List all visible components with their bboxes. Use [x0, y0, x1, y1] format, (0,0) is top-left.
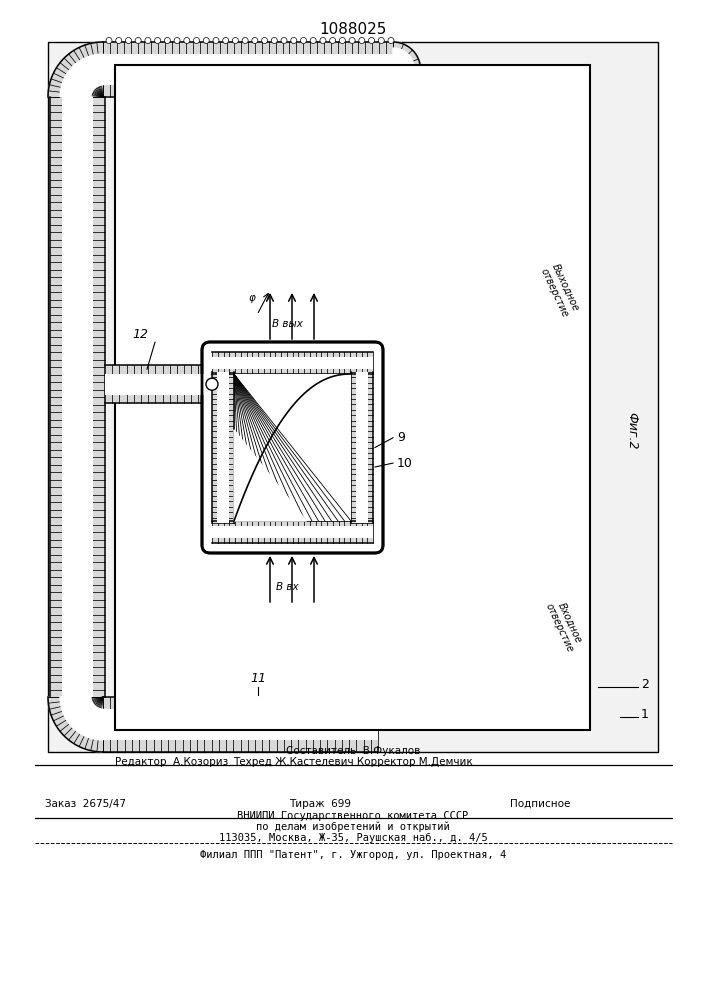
Text: 2: 2 — [641, 678, 649, 690]
Bar — [103, 697, 378, 752]
Circle shape — [252, 37, 258, 43]
Text: Составитель  В.Фукалов: Составитель В.Фукалов — [286, 746, 420, 756]
Circle shape — [206, 378, 218, 390]
Polygon shape — [393, 48, 414, 91]
Circle shape — [339, 37, 346, 43]
Circle shape — [329, 37, 336, 43]
Text: Входное
отверстие: Входное отверстие — [544, 596, 586, 654]
Circle shape — [281, 37, 287, 43]
Bar — [50, 97, 105, 697]
Text: 11: 11 — [250, 672, 266, 686]
Bar — [48, 42, 658, 752]
Circle shape — [184, 37, 189, 43]
Circle shape — [203, 37, 209, 43]
Bar — [212, 372, 234, 523]
FancyBboxPatch shape — [202, 342, 383, 553]
Bar — [115, 65, 590, 730]
Bar — [103, 709, 378, 740]
Circle shape — [310, 37, 316, 43]
Bar — [212, 521, 373, 543]
Circle shape — [135, 37, 141, 43]
Circle shape — [291, 37, 297, 43]
Bar — [234, 374, 351, 521]
Polygon shape — [48, 697, 103, 752]
Circle shape — [213, 37, 219, 43]
Circle shape — [125, 37, 132, 43]
Bar — [212, 352, 373, 374]
Circle shape — [359, 37, 365, 43]
Polygon shape — [48, 42, 103, 97]
Text: Тираж  699: Тираж 699 — [289, 799, 351, 809]
Polygon shape — [234, 430, 307, 521]
Circle shape — [388, 37, 394, 43]
Text: Филиал ППП "Патент", г. Ужгород, ул. Проектная, 4: Филиал ППП "Патент", г. Ужгород, ул. Про… — [200, 850, 506, 860]
Text: Техред Ж.Кастелевич Корректор М.Демчик: Техред Ж.Кастелевич Корректор М.Демчик — [233, 757, 473, 767]
Text: 1088025: 1088025 — [320, 22, 387, 37]
Circle shape — [320, 37, 326, 43]
Bar — [62, 97, 93, 697]
Circle shape — [300, 37, 306, 43]
Circle shape — [242, 37, 248, 43]
Polygon shape — [60, 697, 103, 740]
Bar — [351, 372, 373, 523]
Circle shape — [378, 37, 385, 43]
Text: 10: 10 — [397, 457, 413, 470]
Text: 9: 9 — [397, 431, 405, 444]
Circle shape — [155, 37, 160, 43]
Polygon shape — [393, 42, 421, 97]
Text: 1: 1 — [641, 708, 649, 720]
Bar — [105, 365, 220, 403]
Bar — [212, 526, 373, 538]
Circle shape — [349, 37, 355, 43]
Text: 12: 12 — [132, 328, 148, 341]
Text: В вых: В вых — [271, 319, 303, 329]
Text: Заказ  2675/47: Заказ 2675/47 — [45, 799, 126, 809]
Bar — [217, 372, 229, 523]
Text: Подписное: Подписное — [510, 799, 570, 809]
Polygon shape — [60, 54, 103, 97]
Bar — [103, 42, 393, 97]
Circle shape — [145, 37, 151, 43]
Text: Фиг.2: Фиг.2 — [626, 412, 638, 450]
Bar — [105, 374, 220, 395]
Circle shape — [106, 37, 112, 43]
Circle shape — [116, 37, 122, 43]
Text: Редактор  А.Козориз: Редактор А.Козориз — [115, 757, 228, 767]
Circle shape — [223, 37, 228, 43]
Text: В вх: В вх — [276, 582, 298, 592]
Bar — [103, 54, 393, 85]
Circle shape — [164, 37, 170, 43]
Text: Выходное
отверстие: Выходное отверстие — [539, 261, 581, 319]
Bar — [356, 372, 368, 523]
Text: ВНИИПИ Государственного комитета СССР: ВНИИПИ Государственного комитета СССР — [238, 811, 469, 821]
Text: 113035, Москва, Ж-35, Раушская наб., д. 4/5: 113035, Москва, Ж-35, Раушская наб., д. … — [218, 833, 487, 843]
Circle shape — [194, 37, 199, 43]
Circle shape — [262, 37, 267, 43]
Circle shape — [368, 37, 375, 43]
Text: по делам изобретений и открытий: по делам изобретений и открытий — [256, 822, 450, 832]
Circle shape — [233, 37, 238, 43]
Circle shape — [174, 37, 180, 43]
Text: φ: φ — [249, 293, 255, 303]
Bar — [212, 357, 373, 369]
Circle shape — [271, 37, 277, 43]
